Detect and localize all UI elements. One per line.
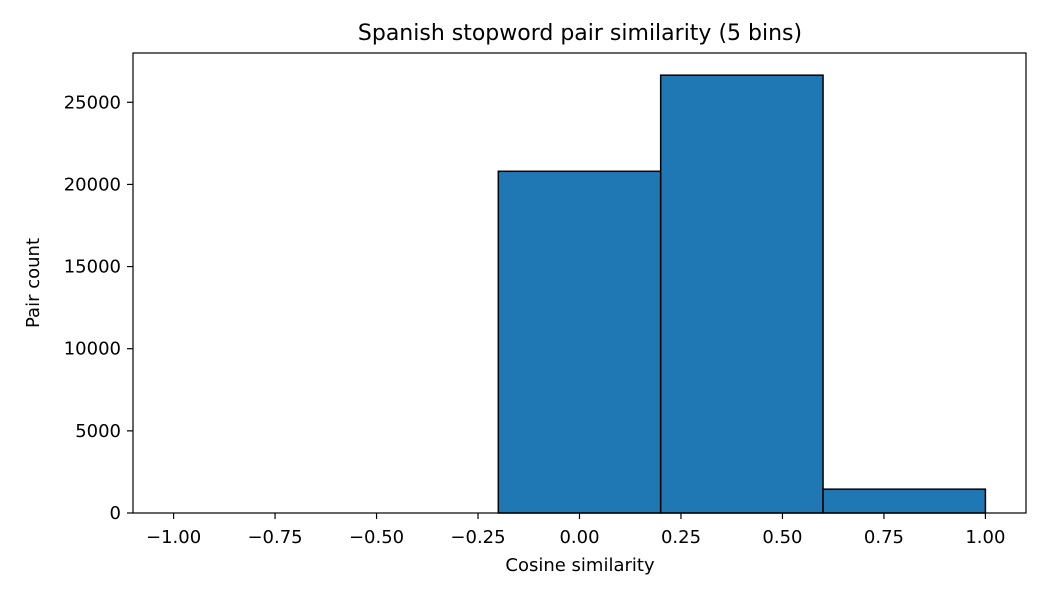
- y-tick-label: 0: [110, 503, 121, 524]
- x-tick-label: 0.75: [864, 527, 904, 548]
- x-tick-label: −1.00: [146, 527, 201, 548]
- histogram-bar-2: [497, 170, 662, 514]
- histogram-bar-4: [822, 488, 987, 514]
- x-tick-label: 1.00: [965, 527, 1005, 548]
- histogram-bar-3: [659, 74, 824, 514]
- chart-title: Spanish stopword pair similarity (5 bins…: [358, 21, 802, 46]
- x-tick-label: 0.50: [762, 527, 802, 548]
- x-tick-label: 0.25: [661, 527, 701, 548]
- x-tick-label: −0.75: [247, 527, 302, 548]
- y-axis-label: Pair count: [23, 238, 44, 328]
- x-axis: −1.00 −0.75 −0.50 −0.25 0.00 0.25 0.50 0.75 1.00: [146, 513, 1005, 548]
- x-axis-label: Cosine similarity: [505, 555, 655, 576]
- y-tick-label: 15000: [64, 257, 121, 278]
- y-axis: 0 5000 10000 15000 20000 25000: [64, 92, 133, 524]
- x-tick-label: −0.50: [349, 527, 404, 548]
- x-tick-label: 0.00: [559, 527, 599, 548]
- y-tick-label: 20000: [64, 174, 121, 195]
- bars-group: [497, 74, 987, 514]
- x-tick-label: −0.25: [450, 527, 505, 548]
- y-tick-label: 10000: [64, 339, 121, 360]
- y-tick-label: 25000: [64, 92, 121, 113]
- y-tick-label: 5000: [75, 421, 121, 442]
